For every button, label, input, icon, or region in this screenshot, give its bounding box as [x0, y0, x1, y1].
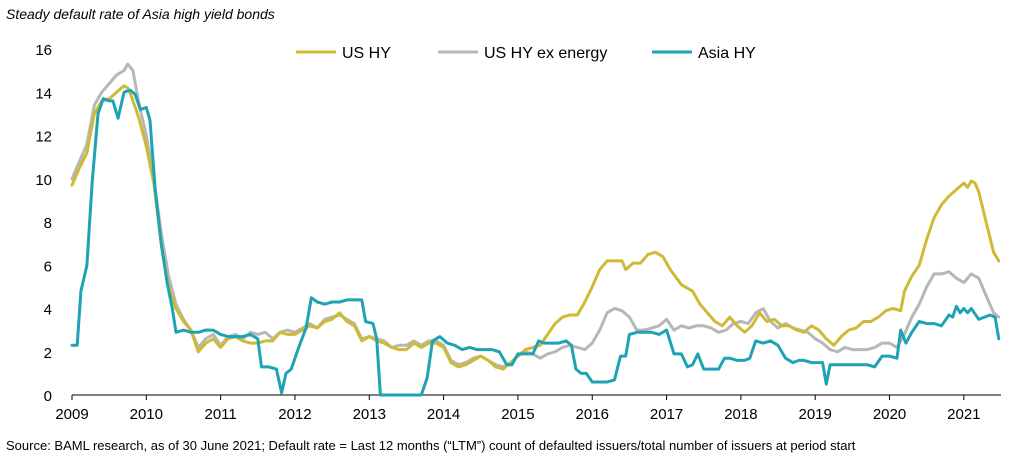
x-tick-label: 2009 — [55, 406, 88, 423]
series-line-asia-hy — [70, 88, 1001, 397]
source-note: Source: BAML research, as of 30 June 202… — [6, 438, 856, 453]
x-tick-label: 2016 — [576, 406, 609, 423]
x-tick-label: 2017 — [650, 406, 683, 423]
y-tick-label: 10 — [35, 172, 52, 189]
x-tick-label: 2014 — [427, 406, 460, 423]
x-tick-label: 2012 — [278, 406, 311, 423]
y-tick-label: 16 — [35, 42, 52, 59]
y-tick-label: 12 — [35, 129, 52, 146]
x-tick-label: 2015 — [501, 406, 534, 423]
series-line-us-hy — [70, 84, 1001, 371]
legend-label: US HY — [342, 45, 391, 62]
x-tick-label: 2011 — [205, 406, 237, 423]
x-tick-label: 2010 — [130, 406, 163, 423]
y-tick-label: 6 — [44, 258, 52, 275]
series-line-us-hy-ex-energy — [70, 62, 1001, 369]
legend-label: US HY ex energy — [484, 45, 607, 62]
y-tick-label: 14 — [35, 85, 52, 102]
series-lines — [70, 62, 1001, 397]
y-axis: 0 2 4 6 8 10 12 14 16 — [35, 42, 52, 405]
chart-title: Steady default rate of Asia high yield b… — [6, 6, 275, 22]
x-tick-label: 2019 — [799, 406, 832, 423]
y-tick-label: 8 — [44, 215, 52, 232]
y-tick-label: 4 — [44, 302, 52, 319]
legend-label: Asia HY — [698, 45, 756, 62]
x-tick-label: 2020 — [873, 406, 906, 423]
x-tick-label: 2021 — [947, 406, 980, 423]
x-axis: 2009 2010 2011 2012 2013 2014 2015 2016 2017 2018… — [55, 394, 1001, 423]
x-tick-label: 2018 — [724, 406, 757, 423]
chart-legend: US HY US HY ex energy Asia HY — [296, 45, 756, 62]
y-tick-label: 2 — [44, 345, 52, 362]
x-tick-label: 2013 — [353, 406, 386, 423]
y-tick-label: 0 — [44, 388, 52, 405]
